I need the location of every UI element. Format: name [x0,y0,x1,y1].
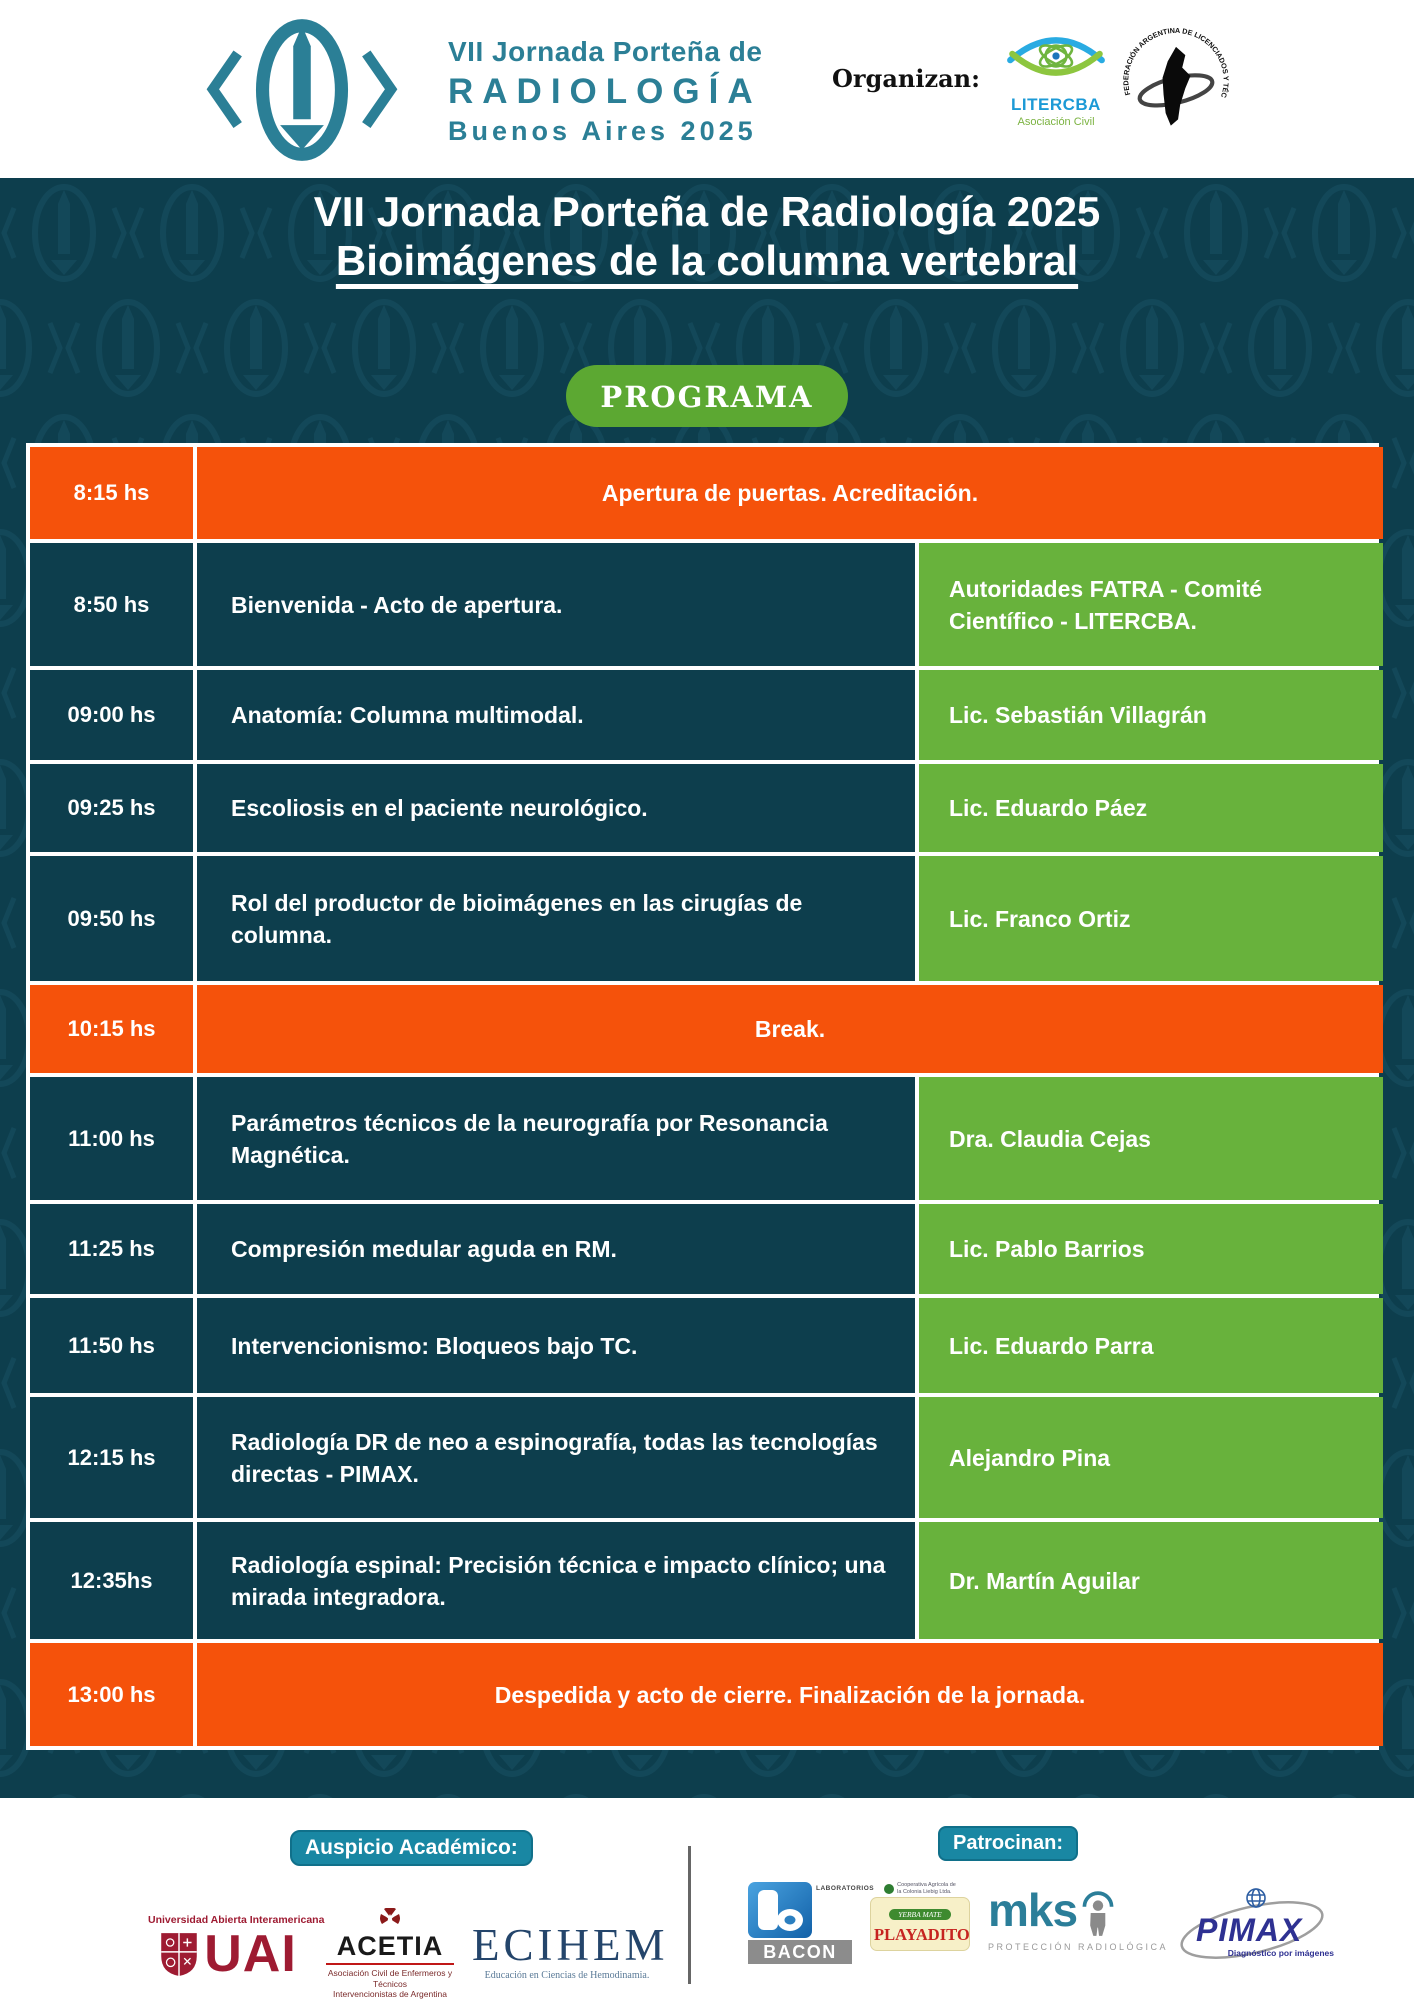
acetia-abbr: ACETIA [336,1931,444,1961]
event-logo-line2: RADIOLOGÍA [448,72,762,111]
speaker-cell: Lic. Franco Ortiz [919,856,1383,982]
pimax-subtitle: Diagnóstico por imágenes [1227,1948,1334,1958]
bacon-abbr: BACON [748,1940,852,1964]
topic-cell: Escoliosis en el paciente neurológico. [197,764,915,853]
time-cell: 09:50 hs [30,856,193,982]
topic-cell: Break. [197,985,1383,1074]
event-logo-line1: VII Jornada Porteña de [448,36,763,67]
pimax-logo: PIMAX Diagnóstico por imágenes [1174,1886,1334,1970]
acetia-subtitle1: Asociación Civil de Enfermeros y Técnico… [327,1968,453,1989]
speaker-cell: Autoridades FATRA - Comité Científico - … [919,543,1383,667]
ecihem-subtitle: Educación en Ciencias de Hemodinamia. [484,1969,650,1981]
fatra-icon: FEDERACIÓN ARGENTINA DE LICENCIADOS Y TÉ… [1115,15,1231,126]
speaker-cell: Lic. Eduardo Páez [919,764,1383,853]
speaker-cell: Alejandro Pina [919,1397,1383,1519]
obelisk-logo-icon [192,14,412,171]
time-cell: 11:00 hs [30,1077,193,1201]
event-logo-line3: Buenos Aires 2025 [448,116,757,146]
topic-cell: Rol del productor de bioimágenes en las … [197,856,915,982]
topic-cell: Parámetros técnicos de la neurografía po… [197,1077,915,1201]
mks-subtitle: PROTECCIÓN RADIOLÓGICA [988,1942,1169,1952]
fatra-logo: FEDERACIÓN ARGENTINA DE LICENCIADOS Y TÉ… [1115,15,1234,143]
playadito-coop-line1: Cooperativa Agrícola de [897,1882,956,1888]
bacon-laboratorios-label: LABORATORIOS [816,1885,875,1892]
time-cell: 12:35hs [30,1522,193,1640]
time-cell: 10:15 hs [30,985,193,1074]
time-cell: 09:25 hs [30,764,193,853]
uai-fullname: Universidad Abierta Interamericana [148,1913,325,1926]
time-cell: 11:25 hs [30,1204,193,1295]
playadito-coop-line2: la Colonia Liebig Ltda. [897,1888,952,1895]
academic-logos: Universidad Abierta Interamericana UAI [148,1894,669,2000]
pimax-swoosh-icon [1180,1888,1324,1959]
mks-abbr: mks [988,1884,1078,1936]
sponsor-logos: LABORATORIOS BACON Cooperativa Agrícola … [748,1882,1334,1970]
header: VII Jornada Porteña de RADIOLOGÍA Buenos… [0,0,1414,178]
page-title-line2: Bioimágenes de la columna vertebral [335,236,1079,284]
litercba-subtitle: Asociación Civil [1017,116,1095,128]
litercba-name: LITERCBA [1011,95,1101,114]
ecihem-logo: ECIHEM Educación en Ciencias de Hemodina… [472,1919,669,1981]
topic-cell: Radiología espinal: Precisión técnica e … [197,1522,915,1640]
acetia-logo: ACETIA Asociación Civil de Enfermeros y … [324,1907,456,2000]
acetia-icon [380,1907,400,1924]
acetia-rule [326,1963,454,1965]
playadito-logo: Cooperativa Agrícola de la Colonia Liebi… [870,1882,970,1952]
topic-cell: Compresión medular aguda en RM. [197,1204,915,1295]
playadito-pack: YERBA MATE PLAYADITO [870,1897,970,1952]
page-title-line1: VII Jornada Porteña de Radiología 2025 [313,188,1101,235]
mks-logo: mks PROTECCIÓN RADIOLÓGICA [988,1884,1169,1952]
speaker-cell: Lic. Pablo Barrios [919,1204,1383,1295]
schedule-table: 8:15 hs Apertura de puertas. Acreditació… [26,443,1383,1751]
organizers-label: Organizan: [832,64,980,93]
time-cell: 8:15 hs [30,447,193,540]
footer: Auspicio Académico: Patrocinan: Universi… [0,1798,1414,2000]
bacon-logo: LABORATORIOS BACON [748,1882,874,1966]
speaker-cell: Dr. Martín Aguilar [919,1522,1383,1640]
topic-cell: Despedida y acto de cierre. Finalización… [197,1643,1383,1747]
speaker-cell: Lic. Sebastián Villagrán [919,670,1383,761]
litercba-logo: LITERCBA Asociación Civil [998,24,1114,128]
time-cell: 09:00 hs [30,670,193,761]
page-title: VII Jornada Porteña de Radiología 2025 B… [0,188,1414,285]
playadito-coop-icon [884,1883,895,1894]
bacon-icon [748,1882,812,1938]
time-cell: 8:50 hs [30,543,193,667]
ecihem-abbr: ECIHEM [472,1919,669,1970]
footer-divider [688,1846,691,1984]
mks-person-icon [1082,1891,1114,1936]
uai-logo: Universidad Abierta Interamericana UAI [148,1913,325,1983]
uai-shield-icon [161,1933,197,1976]
speaker-cell: Dra. Claudia Cejas [919,1077,1383,1201]
time-cell: 12:15 hs [30,1397,193,1519]
event-logo-text: VII Jornada Porteña de RADIOLOGÍA Buenos… [448,38,762,145]
topic-cell: Apertura de puertas. Acreditación. [197,447,1383,540]
academic-badge: Auspicio Académico: [290,1830,533,1866]
uai-abbr: UAI [204,1924,297,1983]
playadito-yerba-band: YERBA MATE [889,1909,951,1921]
main-band: VII Jornada Porteña de Radiología 2025 B… [0,178,1414,1798]
topic-cell: Bienvenida - Acto de apertura. [197,543,915,667]
time-cell: 11:50 hs [30,1298,193,1394]
pimax-abbr: PIMAX [1196,1912,1303,1948]
eye-atom-icon [1007,37,1105,76]
playadito-abbr: PLAYADITO [874,1925,970,1945]
topic-cell: Intervencionismo: Bloqueos bajo TC. [197,1298,915,1394]
speaker-cell: Lic. Eduardo Parra [919,1298,1383,1394]
sponsors-badge: Patrocinan: [938,1826,1079,1861]
time-cell: 13:00 hs [30,1643,193,1747]
topic-cell: Anatomía: Columna multimodal. [197,670,915,761]
topic-cell: Radiología DR de neo a espinografía, tod… [197,1397,915,1519]
program-button[interactable]: PROGRAMA [566,365,848,428]
acetia-subtitle2: Intervencionistas de Argentina [333,1989,447,2000]
